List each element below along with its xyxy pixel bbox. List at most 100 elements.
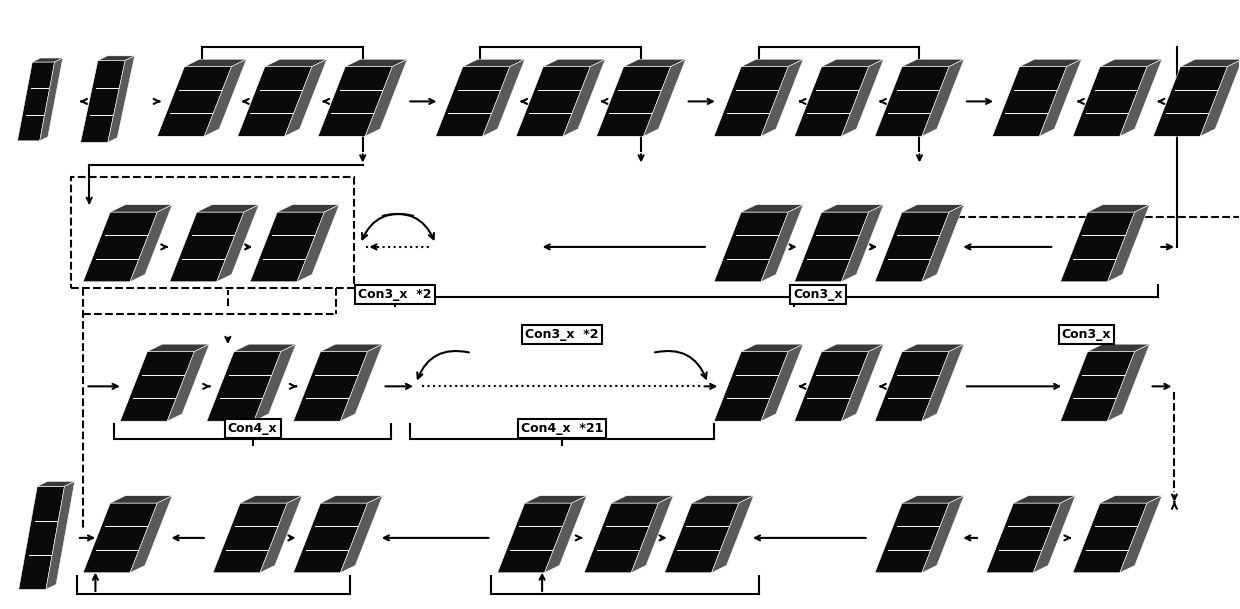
Polygon shape	[40, 58, 63, 141]
Polygon shape	[1200, 59, 1240, 136]
Polygon shape	[714, 212, 789, 282]
Polygon shape	[1100, 496, 1162, 503]
Polygon shape	[46, 481, 74, 590]
Polygon shape	[185, 59, 247, 66]
Text: Con3_x  *2: Con3_x *2	[358, 287, 432, 301]
Polygon shape	[285, 59, 327, 136]
Polygon shape	[37, 481, 74, 487]
Polygon shape	[921, 59, 963, 136]
Polygon shape	[1107, 205, 1149, 282]
Polygon shape	[875, 351, 949, 421]
Polygon shape	[294, 503, 367, 572]
Polygon shape	[822, 205, 884, 212]
Polygon shape	[365, 59, 407, 136]
Polygon shape	[1013, 496, 1075, 503]
Polygon shape	[1060, 351, 1135, 421]
Polygon shape	[110, 496, 172, 503]
Polygon shape	[341, 344, 383, 421]
Polygon shape	[278, 205, 340, 212]
Polygon shape	[1033, 496, 1075, 572]
Polygon shape	[563, 59, 605, 136]
Polygon shape	[238, 66, 312, 136]
Polygon shape	[167, 344, 210, 421]
Text: Con4_x: Con4_x	[228, 422, 278, 435]
Polygon shape	[1107, 344, 1149, 421]
Polygon shape	[148, 344, 210, 351]
Polygon shape	[644, 59, 686, 136]
Polygon shape	[921, 344, 963, 421]
Polygon shape	[1120, 496, 1162, 572]
Polygon shape	[83, 212, 157, 282]
Polygon shape	[1120, 59, 1162, 136]
Polygon shape	[1100, 59, 1162, 66]
Polygon shape	[692, 496, 754, 503]
Polygon shape	[254, 344, 296, 421]
Polygon shape	[157, 66, 232, 136]
Polygon shape	[761, 205, 804, 282]
Polygon shape	[525, 496, 587, 503]
Polygon shape	[83, 503, 157, 572]
Polygon shape	[921, 205, 963, 282]
Polygon shape	[875, 66, 949, 136]
Polygon shape	[108, 56, 135, 143]
Text: Con4_x  *21: Con4_x *21	[521, 422, 603, 435]
Polygon shape	[1060, 212, 1135, 282]
Polygon shape	[170, 212, 244, 282]
Polygon shape	[1039, 59, 1081, 136]
Polygon shape	[842, 344, 884, 421]
Polygon shape	[234, 344, 296, 351]
Polygon shape	[1073, 66, 1147, 136]
Polygon shape	[842, 205, 884, 282]
Polygon shape	[761, 344, 804, 421]
Polygon shape	[265, 59, 327, 66]
Polygon shape	[19, 487, 64, 590]
Polygon shape	[294, 351, 367, 421]
Text: Con3_x  *2: Con3_x *2	[526, 328, 599, 341]
Polygon shape	[992, 66, 1066, 136]
Polygon shape	[822, 59, 884, 66]
Polygon shape	[81, 60, 125, 143]
Polygon shape	[463, 59, 525, 66]
Polygon shape	[795, 351, 869, 421]
Polygon shape	[714, 351, 789, 421]
Polygon shape	[761, 59, 804, 136]
Polygon shape	[110, 205, 172, 212]
Polygon shape	[584, 503, 658, 572]
Polygon shape	[205, 59, 247, 136]
Polygon shape	[497, 503, 572, 572]
Polygon shape	[795, 66, 869, 136]
Text: Con3_x: Con3_x	[794, 287, 843, 301]
Polygon shape	[482, 59, 525, 136]
Polygon shape	[543, 59, 605, 66]
Polygon shape	[130, 205, 172, 282]
Polygon shape	[712, 496, 754, 572]
Polygon shape	[921, 496, 963, 572]
Polygon shape	[875, 212, 949, 282]
Polygon shape	[742, 344, 804, 351]
Polygon shape	[17, 62, 55, 141]
Polygon shape	[742, 59, 804, 66]
Polygon shape	[1019, 59, 1081, 66]
Polygon shape	[901, 496, 963, 503]
Polygon shape	[130, 496, 172, 572]
Polygon shape	[986, 503, 1060, 572]
Polygon shape	[345, 59, 407, 66]
Polygon shape	[631, 496, 673, 572]
Polygon shape	[321, 496, 383, 503]
Polygon shape	[742, 205, 804, 212]
Polygon shape	[213, 503, 288, 572]
Polygon shape	[32, 58, 63, 62]
Polygon shape	[207, 351, 281, 421]
Polygon shape	[714, 66, 789, 136]
Polygon shape	[341, 496, 383, 572]
Polygon shape	[241, 496, 303, 503]
Polygon shape	[1073, 503, 1147, 572]
Polygon shape	[665, 503, 739, 572]
Polygon shape	[435, 66, 510, 136]
Polygon shape	[217, 205, 259, 282]
Text: Con3_x: Con3_x	[1061, 328, 1111, 341]
Polygon shape	[516, 66, 590, 136]
Polygon shape	[611, 496, 673, 503]
Polygon shape	[250, 212, 325, 282]
Polygon shape	[901, 344, 963, 351]
